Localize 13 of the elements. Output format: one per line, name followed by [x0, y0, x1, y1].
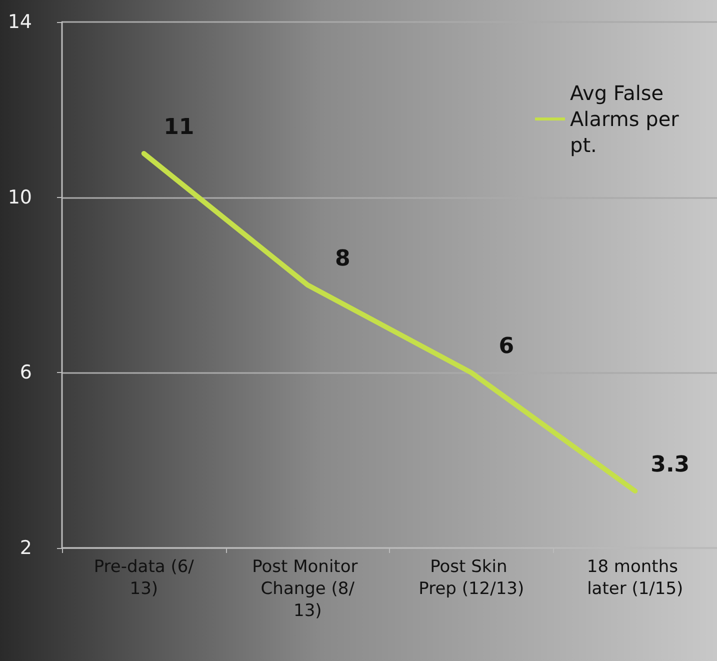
x-tick-label: Post Monitor Change (8/13): [252, 557, 364, 621]
data-label: 6: [498, 334, 514, 360]
data-label: 3.3: [650, 452, 690, 478]
y-tick-label: 14: [8, 11, 32, 33]
x-tick-label: Post Skin Prep (12/13): [418, 557, 524, 599]
y-tick-label: 6: [20, 362, 32, 384]
y-tick-label: 10: [8, 186, 32, 208]
y-tick-label: 2: [20, 537, 32, 559]
x-tick-label: 18 months later (1/15): [586, 557, 684, 599]
x-tick-label: Pre-data (6/13): [94, 557, 194, 599]
legend-label: Avg False Alarms per pt.: [570, 81, 686, 157]
data-label: 11: [164, 115, 194, 140]
data-label: 8: [334, 246, 350, 272]
